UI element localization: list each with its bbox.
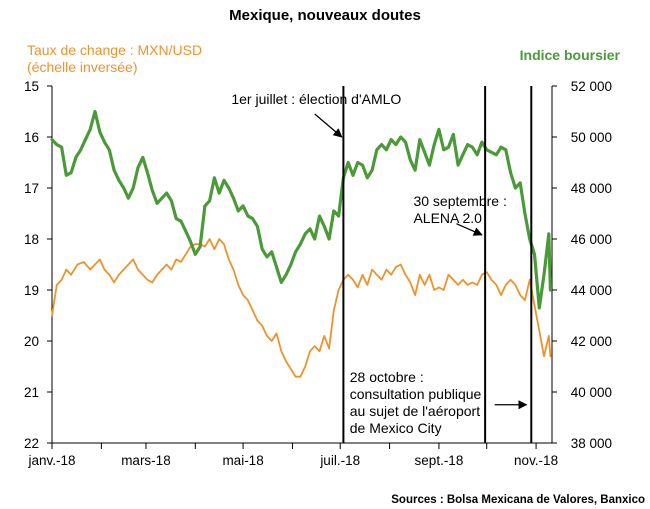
right-tick-label: 50 000 [571, 130, 612, 145]
x-tick-label: sept.-18 [415, 453, 464, 468]
source-note: Sources : Bolsa Mexicana de Valores, Ban… [391, 494, 645, 506]
left-tick-label: 17 [24, 181, 39, 196]
annotation-text: 28 octobre : [350, 369, 424, 385]
right-tick-label: 48 000 [571, 181, 612, 196]
right-axis-label: Indice boursier [520, 47, 621, 63]
right-tick-label: 46 000 [571, 232, 612, 247]
series-group [50, 109, 553, 378]
left-tick-label: 20 [24, 334, 39, 349]
right-axis: 38 000 40 000 42 000 44 000 46 000 48 000 50 0… [552, 79, 612, 451]
left-tick-label: 22 [24, 436, 39, 451]
left-axis-label-note: (échelle inversée) [27, 59, 138, 75]
exchange-rate-line [51, 238, 552, 378]
stock-index-line [50, 109, 553, 310]
right-tick-label: 38 000 [571, 436, 612, 451]
x-tick-label: mai-18 [222, 453, 263, 468]
event-lines [342, 86, 533, 443]
annotation-text: consultation publique [350, 386, 482, 402]
plot-frame [51, 86, 553, 444]
annotation-text: 1er juillet : élection d'AMLO [231, 91, 401, 107]
annotation-arrow [456, 223, 483, 236]
x-tick-label: janv.-18 [27, 453, 75, 468]
annotation-text: au sujet de l'aéroport [350, 403, 480, 419]
right-tick-label: 40 000 [571, 385, 612, 400]
left-tick-label: 18 [24, 232, 39, 247]
annotation-text: ALENA 2.0 [413, 210, 482, 226]
left-tick-label: 15 [24, 79, 39, 94]
left-axis-label: Taux de change : MXN/USD [27, 42, 202, 58]
right-tick-label: 44 000 [571, 283, 612, 298]
right-tick-label: 42 000 [571, 334, 612, 349]
x-tick-label: mars-18 [121, 453, 171, 468]
x-tick-label: nov.-18 [514, 453, 558, 468]
right-tick-label: 52 000 [571, 79, 612, 94]
left-tick-label: 16 [24, 130, 39, 145]
x-tick-label: juil.-18 [319, 453, 360, 468]
annotation-text: 30 septembre : [413, 193, 506, 209]
chart-title: Mexique, nouveaux doutes [229, 7, 421, 24]
left-axis: 15 16 17 18 19 20 21 22 [24, 79, 52, 451]
left-tick-label: 19 [24, 283, 39, 298]
x-axis: janv.-18 mars-18 mai-18 juil.-18 sept.-18 nov… [27, 443, 558, 468]
annotation-arrow [314, 113, 343, 138]
annotations: 1er juillet : élection d'AMLO 30 septembr… [231, 91, 528, 436]
left-tick-label: 21 [24, 385, 39, 400]
annotation-text: de Mexico City [350, 420, 442, 436]
